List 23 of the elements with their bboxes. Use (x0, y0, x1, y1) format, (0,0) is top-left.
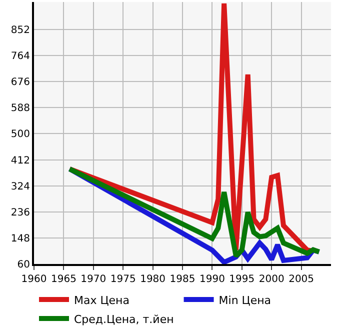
y-tick-label: 60 (17, 260, 30, 270)
y-tick-label: 676 (10, 77, 30, 88)
legend-label: Max Цена (74, 294, 130, 307)
x-tick-label: 2000 (258, 274, 284, 285)
y-tick-label: 764 (10, 51, 30, 62)
y-tick-label: 236 (10, 207, 30, 218)
x-tick-label: 1975 (110, 274, 136, 285)
y-tick-label: 412 (10, 155, 30, 166)
x-tick-label: 2005 (288, 274, 314, 285)
y-tick-label: 324 (10, 181, 30, 192)
legend-label: Сред.Цена, т.йен (74, 312, 174, 326)
x-tick-label: 1990 (199, 274, 225, 285)
y-tick-label: 500 (10, 129, 30, 140)
x-tick-label: 1970 (80, 274, 106, 285)
y-tick-label: 148 (10, 233, 30, 244)
y-tick-label: 588 (10, 103, 30, 114)
x-tick-label: 1985 (170, 274, 196, 285)
y-tick-label: 852 (10, 25, 30, 36)
x-tick-label: 1965 (50, 274, 76, 285)
x-tick-label: 1995 (229, 274, 255, 285)
x-tick-label: 1960 (21, 274, 47, 285)
legend-label: Min Цена (218, 294, 272, 307)
x-tick-label: 1980 (140, 274, 166, 285)
